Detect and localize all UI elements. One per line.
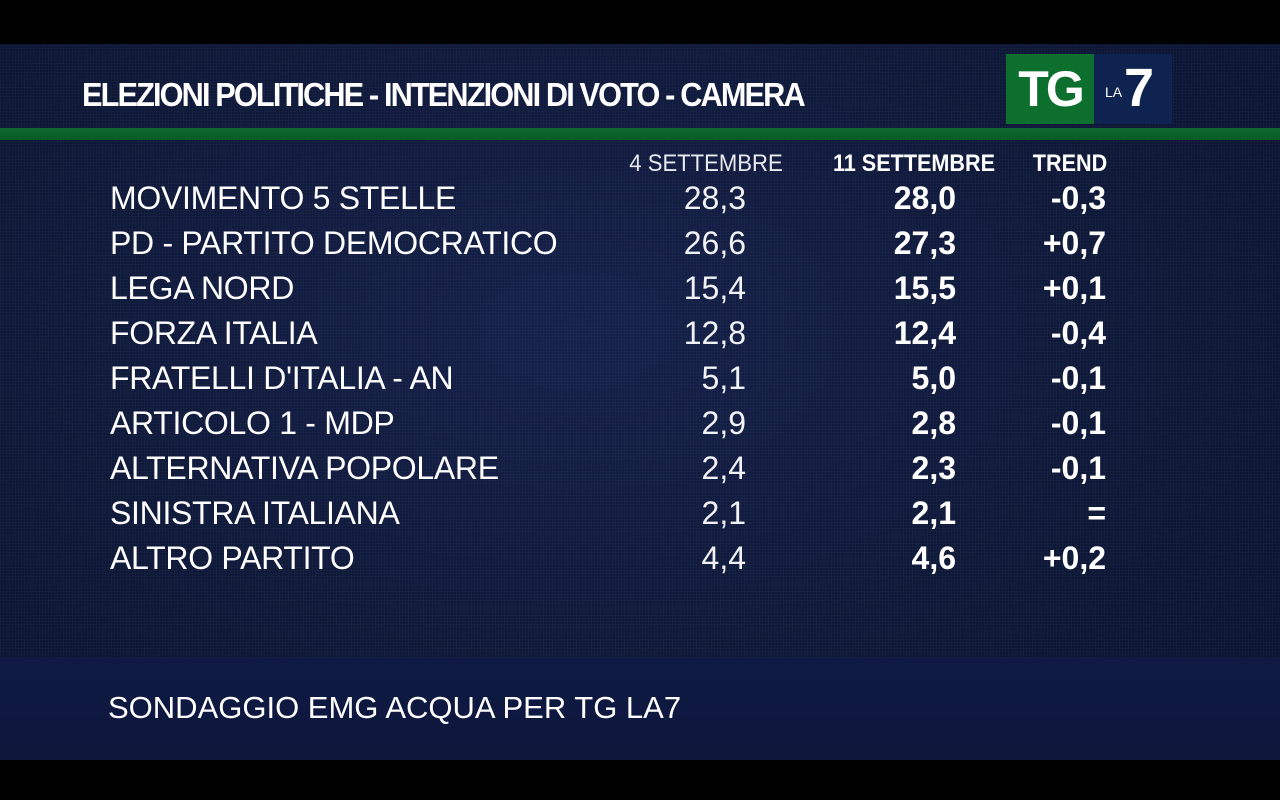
value-11-settembre: 27,3 (893, 225, 956, 261)
trend-value: -0,1 (1050, 405, 1106, 441)
trend-value: +0,1 (1042, 270, 1106, 306)
title-divider (0, 128, 1280, 140)
party-name: SINISTRA ITALIANA (110, 495, 400, 531)
value-4-settembre: 26,6 (683, 225, 746, 261)
table-row: MOVIMENTO 5 STELLE 28,3 28,0 -0,3 (0, 176, 1280, 221)
party-name: FRATELLI D'ITALIA - AN (110, 360, 454, 396)
trend-value: +0,7 (1042, 225, 1106, 261)
value-11-settembre: 2,3 (911, 450, 956, 486)
page-title: ELEZIONI POLITICHE - INTENZIONI DI VOTO … (82, 76, 806, 113)
value-4-settembre: 5,1 (701, 360, 746, 396)
value-11-settembre: 2,8 (911, 405, 956, 441)
table-row: PD - PARTITO DEMOCRATICO 26,6 27,3 +0,7 (0, 221, 1280, 266)
poll-table: MOVIMENTO 5 STELLE 28,3 28,0 -0,3 PD - PARTI… (0, 176, 1280, 581)
column-header-trend: TREND (1032, 150, 1108, 177)
tg-logo: TG (1006, 54, 1094, 124)
table-row: SINISTRA ITALIANA 2,1 2,1 = (0, 491, 1280, 536)
table-row: ALTERNATIVA POPOLARE 2,4 2,3 -0,1 (0, 446, 1280, 491)
value-4-settembre: 28,3 (683, 180, 746, 216)
value-4-settembre: 2,4 (701, 450, 746, 486)
poll-source: SONDAGGIO EMG ACQUA PER TG LA7 (108, 690, 682, 725)
party-name: LEGA NORD (110, 270, 295, 306)
broadcast-screen (0, 44, 1280, 760)
value-4-settembre: 4,4 (701, 540, 746, 576)
value-11-settembre: 12,4 (893, 315, 956, 351)
trend-value: -0,1 (1050, 360, 1106, 396)
la7-logo: LA 7 (1094, 54, 1172, 124)
table-row: FORZA ITALIA 12,8 12,4 -0,4 (0, 311, 1280, 356)
party-name: PD - PARTITO DEMOCRATICO (110, 225, 558, 261)
value-11-settembre: 5,0 (911, 360, 956, 396)
party-name: ALTRO PARTITO (110, 540, 355, 576)
column-header-4-settembre: 4 SETTEMBRE (629, 150, 783, 177)
value-4-settembre: 2,9 (701, 405, 746, 441)
column-header-11-settembre: 11 SETTEMBRE (832, 150, 996, 177)
party-name: FORZA ITALIA (110, 315, 318, 351)
table-row: ALTRO PARTITO 4,4 4,6 +0,2 (0, 536, 1280, 581)
trend-value: +0,2 (1042, 540, 1106, 576)
value-11-settembre: 28,0 (893, 180, 956, 216)
party-name: ALTERNATIVA POPOLARE (110, 450, 499, 486)
value-11-settembre: 2,1 (911, 495, 956, 531)
footer-band (0, 658, 1280, 760)
value-4-settembre: 15,4 (683, 270, 746, 306)
la7-logo-seven: 7 (1124, 58, 1154, 118)
value-11-settembre: 4,6 (911, 540, 956, 576)
la7-logo-la: LA (1105, 84, 1123, 100)
value-4-settembre: 2,1 (701, 495, 746, 531)
value-11-settembre: 15,5 (893, 270, 956, 306)
value-4-settembre: 12,8 (683, 315, 746, 351)
trend-value: -0,3 (1050, 180, 1106, 216)
table-row: FRATELLI D'ITALIA - AN 5,1 5,0 -0,1 (0, 356, 1280, 401)
trend-value: -0,1 (1050, 450, 1106, 486)
party-name: ARTICOLO 1 - MDP (110, 405, 395, 441)
trend-value: = (1087, 495, 1106, 531)
table-row: LEGA NORD 15,4 15,5 +0,1 (0, 266, 1280, 311)
trend-value: -0,4 (1050, 315, 1106, 351)
party-name: MOVIMENTO 5 STELLE (110, 180, 457, 216)
table-row: ARTICOLO 1 - MDP 2,9 2,8 -0,1 (0, 401, 1280, 446)
